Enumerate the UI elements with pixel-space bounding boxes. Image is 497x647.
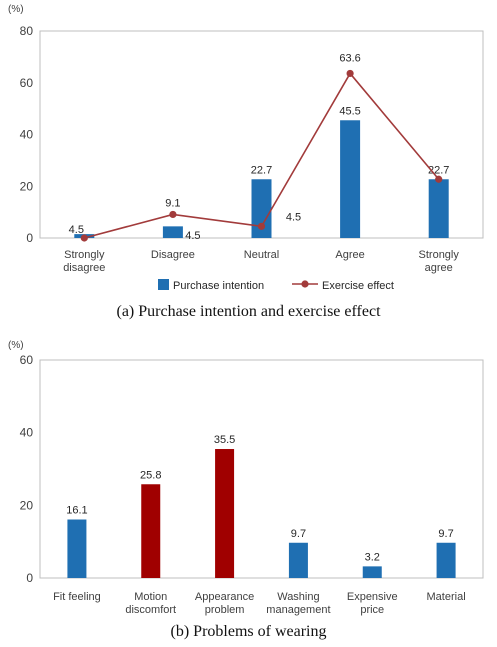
x-category-label-2: Appearance problem bbox=[195, 591, 254, 616]
x-category-line-3-1: management bbox=[266, 604, 330, 616]
caption-b: (b) Problems of wearing bbox=[170, 623, 327, 640]
legend-label-line: Exercise effect bbox=[322, 280, 394, 292]
caption-a: (a) Purchase intention and exercise effe… bbox=[116, 303, 381, 320]
x-category-line-5-0: Material bbox=[427, 591, 466, 603]
x-category-label-4: Expensive price bbox=[347, 591, 398, 616]
bar-1 bbox=[141, 484, 161, 578]
line-label-2: 4.5 bbox=[286, 211, 301, 223]
x-category-line-0-0: Strongly bbox=[64, 249, 105, 261]
legend-label-bar: Purchase intention bbox=[173, 280, 264, 292]
x-category-line-1-1: discomfort bbox=[125, 604, 176, 616]
plot-frame bbox=[39, 359, 484, 579]
bar-3 bbox=[340, 120, 361, 238]
y-tick-label-4: 80 bbox=[20, 24, 34, 38]
bar-0 bbox=[67, 519, 87, 578]
bar-2 bbox=[251, 179, 272, 238]
bar-3 bbox=[288, 542, 308, 578]
x-category-label-0: Fit feeling bbox=[53, 591, 101, 603]
line-point-2 bbox=[257, 222, 266, 230]
line-label-1: 9.1 bbox=[165, 197, 180, 209]
bar-label-3: 45.5 bbox=[339, 105, 360, 117]
x-category-line-2-0: Appearance bbox=[195, 591, 254, 603]
bar-label-5: 9.7 bbox=[438, 528, 453, 540]
chart-purchase-exercise: (%)0204060804.522.745.522.74.59.14.563.6… bbox=[8, 4, 484, 292]
x-category-line-0-1: disagree bbox=[63, 262, 105, 274]
bar-label-2: 22.7 bbox=[251, 164, 272, 176]
y-unit-label: (%) bbox=[8, 340, 24, 351]
x-category-line-4-1: agree bbox=[425, 262, 453, 274]
y-unit-label: (%) bbox=[8, 4, 24, 15]
bar-label-1: 25.8 bbox=[140, 469, 161, 481]
x-category-label-1: Motion discomfort bbox=[125, 591, 176, 616]
x-category-line-4-0: Strongly bbox=[419, 249, 460, 261]
bar-1 bbox=[162, 226, 183, 238]
x-category-line-4-1: price bbox=[360, 604, 384, 616]
x-category-label-3: Agree bbox=[335, 249, 364, 261]
y-tick-label-0: 0 bbox=[26, 571, 33, 585]
x-category-label-2: Neutral bbox=[244, 249, 279, 261]
legend-swatch-bar bbox=[158, 279, 169, 290]
bar-label-4: 3.2 bbox=[365, 551, 380, 563]
bar-4 bbox=[362, 566, 382, 578]
chart-problems-of-wearing: (%) 0 20 40 60 16.1 25.8 35.5 9.7 3.2 9.7 Fit feeli… bbox=[8, 340, 484, 616]
bar-label-1: 4.5 bbox=[185, 230, 200, 242]
line-point-0 bbox=[80, 234, 88, 242]
x-category-label-0: Strongly disagree bbox=[63, 249, 105, 274]
bar-2 bbox=[215, 449, 235, 578]
bar-4 bbox=[428, 179, 449, 238]
line-point-4 bbox=[435, 175, 443, 183]
x-category-line-2-0: Neutral bbox=[244, 249, 279, 261]
legend-swatch-line-marker bbox=[301, 280, 309, 288]
bar-5 bbox=[436, 542, 456, 578]
x-category-line-3-0: Washing bbox=[277, 591, 319, 603]
x-category-line-1-0: Disagree bbox=[151, 249, 195, 261]
line-point-3 bbox=[346, 69, 354, 78]
line-point-1 bbox=[169, 210, 177, 219]
x-category-line-1-0: Motion bbox=[134, 591, 167, 603]
y-tick-label-3: 60 bbox=[20, 76, 34, 90]
x-category-label-3: Washing management bbox=[266, 591, 330, 616]
bar-label-0: 16.1 bbox=[66, 505, 87, 517]
y-tick-label-2: 40 bbox=[20, 426, 34, 440]
y-tick-label-0: 0 bbox=[26, 231, 33, 245]
line-label-3: 63.6 bbox=[339, 52, 360, 64]
line-label-0: 4.5 bbox=[69, 224, 84, 236]
bar-label-2: 35.5 bbox=[214, 434, 235, 446]
x-category-line-0-0: Fit feeling bbox=[53, 591, 101, 603]
y-tick-label-3: 60 bbox=[20, 353, 34, 367]
y-tick-label-2: 40 bbox=[20, 128, 34, 142]
x-category-label-4: Strongly agree bbox=[419, 249, 460, 274]
x-category-label-5: Material bbox=[427, 591, 466, 603]
x-category-label-1: Disagree bbox=[151, 249, 195, 261]
x-category-line-4-0: Expensive bbox=[347, 591, 398, 603]
y-tick-label-1: 20 bbox=[20, 179, 34, 193]
y-tick-label-1: 20 bbox=[20, 498, 34, 512]
x-category-line-3-0: Agree bbox=[335, 249, 364, 261]
x-category-line-2-1: problem bbox=[205, 604, 245, 616]
bar-label-3: 9.7 bbox=[291, 528, 306, 540]
